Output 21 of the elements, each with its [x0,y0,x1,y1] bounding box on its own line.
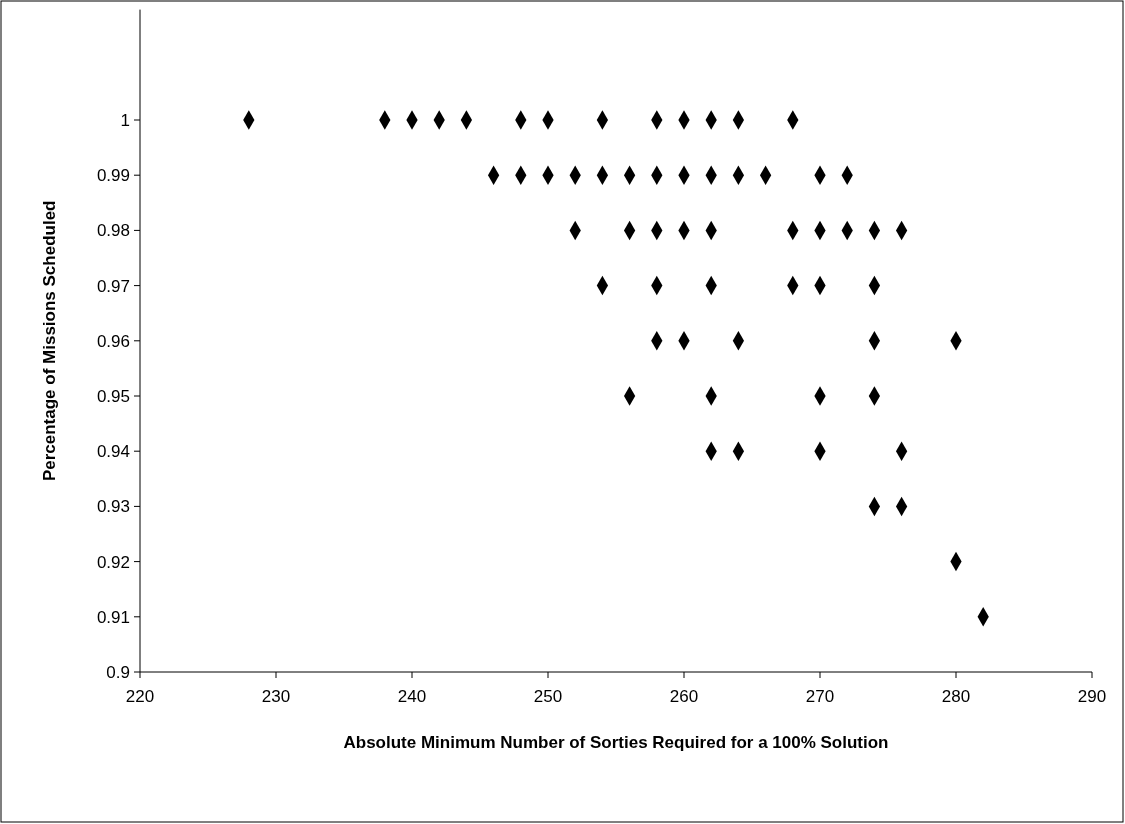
y-tick-label: 0.9 [106,662,130,682]
y-tick-label: 0.92 [96,552,130,572]
y-tick-label: 0.97 [96,276,130,296]
x-tick-label: 270 [805,687,835,706]
x-tick-label: 230 [261,687,291,706]
x-tick-label: 250 [533,687,563,706]
y-tick-label: 0.93 [96,497,130,517]
y-tick-label: 1 [120,110,130,130]
y-tick-label: 0.95 [96,386,130,406]
x-tick-label: 220 [125,687,155,706]
x-tick-label: 240 [397,687,427,706]
y-tick-label: 0.91 [96,607,130,627]
y-tick-label: 0.98 [96,221,130,241]
x-axis-title: Absolute Minimum Number of Sorties Required for a 100% Solution [343,733,889,752]
x-tick-label: 260 [669,687,699,706]
y-tick-label: 0.94 [96,442,130,462]
y-tick-label: 0.96 [96,331,130,351]
x-tick-label: 290 [1077,687,1107,706]
x-tick-label: 280 [941,687,971,706]
y-tick-label: 0.99 [96,166,130,186]
y-axis-title: Percentage of Missions Scheduled [40,200,59,482]
